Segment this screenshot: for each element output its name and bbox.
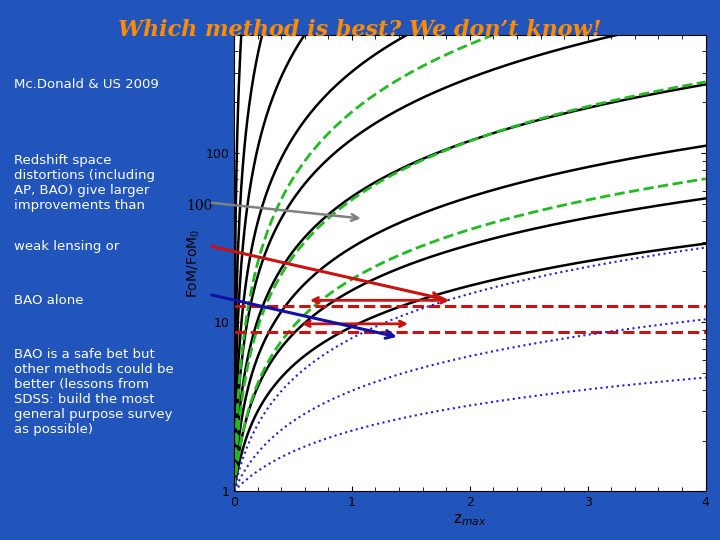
Text: Which method is best? We don’t know!: Which method is best? We don’t know!: [118, 19, 602, 41]
Text: weak lensing or: weak lensing or: [14, 240, 120, 253]
Text: BAO is a safe bet but
other methods could be
better (lessons from
SDSS: build th: BAO is a safe bet but other methods coul…: [14, 348, 174, 436]
Text: Mc.Donald & US 2009: Mc.Donald & US 2009: [14, 78, 159, 91]
Text: 100: 100: [186, 199, 212, 213]
Text: Redshift space
distortions (including
AP, BAO) give larger
improvements than: Redshift space distortions (including AP…: [14, 154, 156, 212]
Text: BAO alone: BAO alone: [14, 294, 84, 307]
X-axis label: z$_{max}$: z$_{max}$: [453, 512, 487, 528]
Y-axis label: FoM/FoM$_0$: FoM/FoM$_0$: [186, 228, 202, 298]
